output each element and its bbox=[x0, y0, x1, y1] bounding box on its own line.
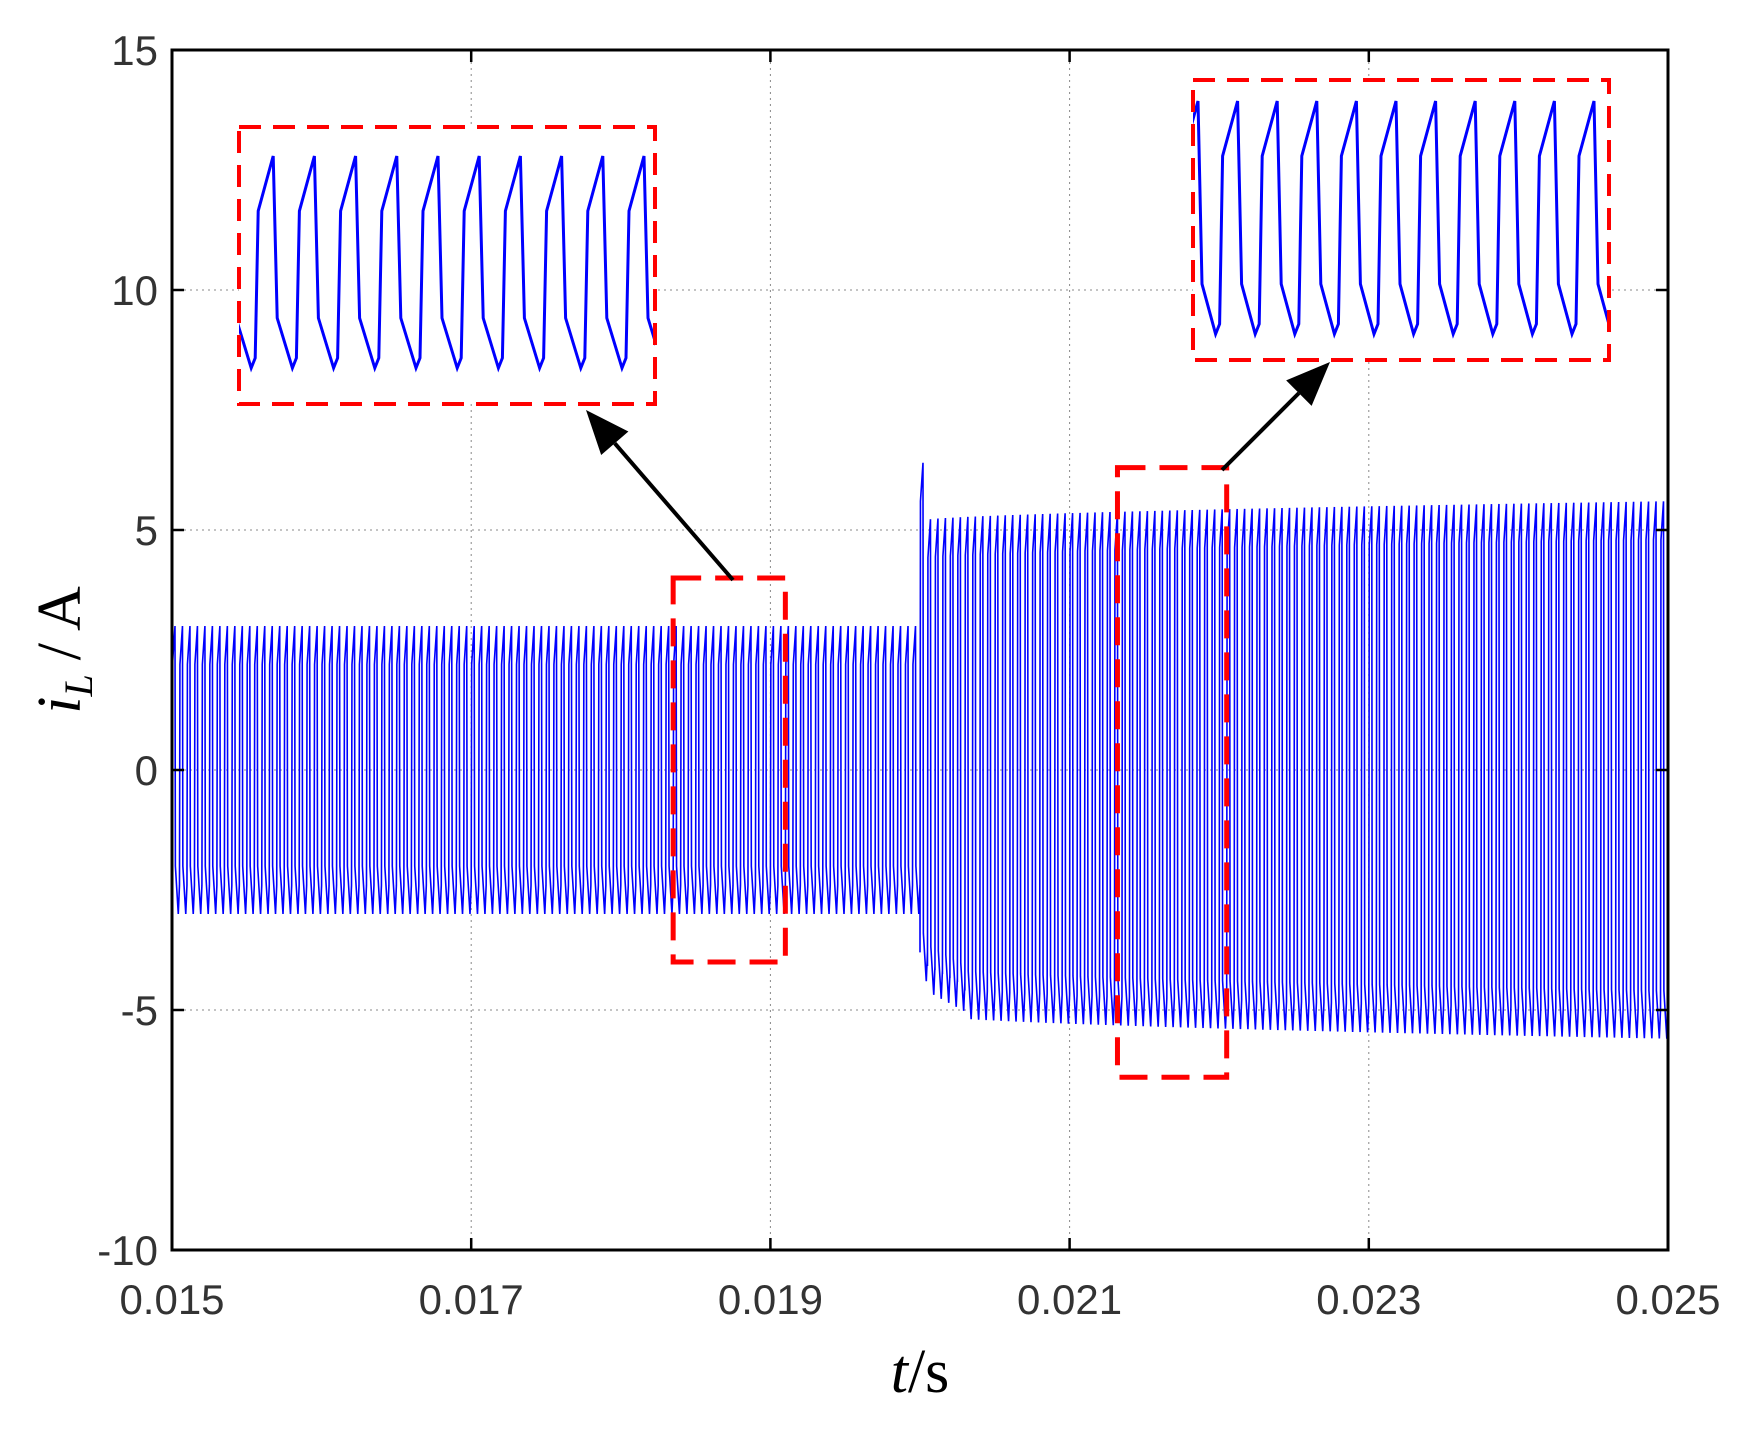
x-tick-label: 0.019 bbox=[718, 1276, 823, 1323]
axes-frame bbox=[170, 48, 1670, 1252]
arrow-right-head bbox=[1286, 362, 1330, 406]
zoom-box-2 bbox=[1114, 465, 1230, 1080]
inset-right-frame bbox=[1191, 78, 1611, 362]
arrow-left-head bbox=[586, 410, 629, 456]
y-tick-label: -10 bbox=[97, 1227, 158, 1274]
y-tick-label: 15 bbox=[111, 27, 158, 74]
inset-left-bg bbox=[239, 127, 655, 404]
inset-right-bg bbox=[1193, 80, 1609, 360]
y-axis-title: iL / A bbox=[26, 586, 101, 714]
ticks bbox=[170, 48, 1670, 1252]
inset-left-waveform bbox=[239, 155, 655, 373]
x-tick-label: 0.015 bbox=[119, 1276, 224, 1323]
y-axis-var: i bbox=[26, 697, 94, 714]
signal-layer bbox=[172, 462, 1668, 1039]
x-axis-unit: /s bbox=[908, 1338, 949, 1406]
arrow-left-shaft bbox=[613, 441, 735, 582]
x-tick-label: 0.017 bbox=[419, 1276, 524, 1323]
y-tick-labels: -10 -5 0 5 10 15 bbox=[97, 27, 158, 1274]
inset-left-frame bbox=[237, 125, 657, 406]
inset-right-waveform bbox=[1193, 100, 1609, 339]
y-axis-unit: / A bbox=[26, 586, 94, 660]
y-tick-label: -5 bbox=[121, 987, 158, 1034]
x-axis-var: t bbox=[891, 1338, 910, 1406]
x-tick-labels: 0.015 0.017 0.019 0.021 0.023 0.025 bbox=[119, 1276, 1720, 1323]
zoom-layer bbox=[237, 78, 1611, 1080]
x-tick-label: 0.023 bbox=[1316, 1276, 1421, 1323]
x-tick-label: 0.021 bbox=[1017, 1276, 1122, 1323]
y-tick-label: 10 bbox=[111, 267, 158, 314]
y-axis-sub: L bbox=[56, 674, 101, 697]
signal-line bbox=[172, 462, 1668, 1039]
y-tick-label: 0 bbox=[135, 747, 158, 794]
x-axis-title: t/s bbox=[891, 1338, 950, 1406]
arrow-right-shaft bbox=[1220, 391, 1301, 472]
y-tick-label: 5 bbox=[135, 507, 158, 554]
x-tick-label: 0.025 bbox=[1615, 1276, 1720, 1323]
